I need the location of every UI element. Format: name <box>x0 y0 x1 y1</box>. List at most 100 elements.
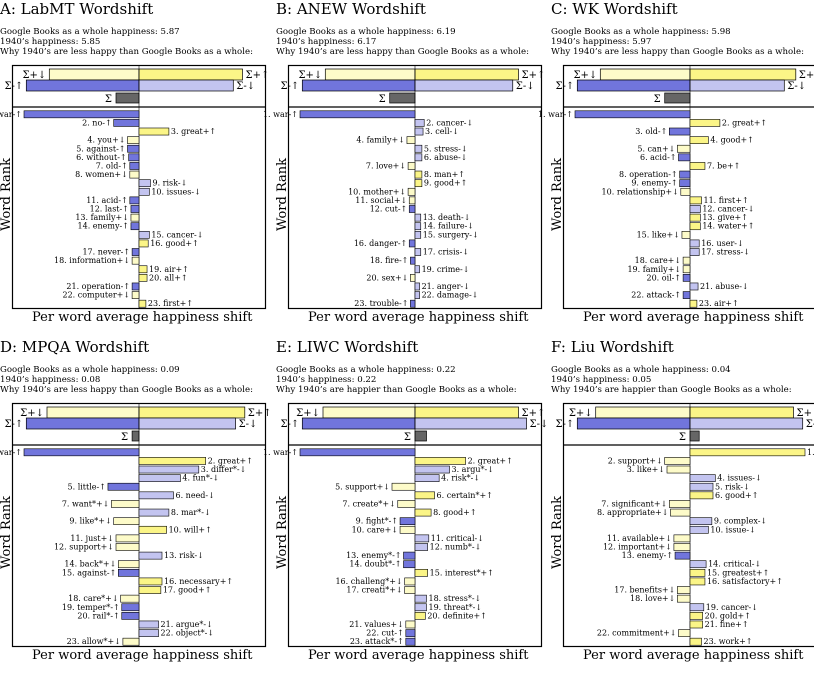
summary-label-total: Σ <box>679 432 686 443</box>
word-bar <box>673 534 691 543</box>
word-label: 4. risk*-↓ <box>441 474 480 483</box>
word-label: 12. cut-↑ <box>370 205 408 214</box>
word-label: 23. work+↑ <box>704 637 753 646</box>
word-label: 6. good+↑ <box>715 491 758 500</box>
y-axis-label: Word Rank <box>550 495 565 569</box>
word-label: 3. great+↑ <box>171 127 216 136</box>
word-bar <box>118 560 140 569</box>
word-label: 9. like*+↓ <box>69 517 111 526</box>
word-label: 22. cut-↑ <box>366 629 404 638</box>
word-bar <box>414 491 435 500</box>
word-label: 21. anger-↓ <box>422 282 470 291</box>
word-bar <box>689 517 713 526</box>
word-label: 9. risk-↓ <box>153 179 188 188</box>
x-axis-label: Per word average happiness shift <box>583 648 804 663</box>
wordshift-plot: Σ+↓ Σ+↑ Σ-↑ Σ-↓ Σ 1. war-↑ 2. great+↑ 3. old-↑ 4… <box>538 64 814 310</box>
word-bar <box>403 560 416 569</box>
summary-line: Google Books as a whole happiness: 5.98 <box>551 27 731 37</box>
word-bar <box>138 230 150 239</box>
panel-title: D: MPQA Wordshift <box>0 338 150 356</box>
word-bar <box>689 282 699 291</box>
word-bar <box>680 187 691 196</box>
word-bar <box>678 629 691 637</box>
word-label: 5. risk-↓ <box>715 482 750 491</box>
wordshift-panel-d: D: MPQA Wordshift Google Books as a whole… <box>0 338 272 670</box>
word-label: 23. first+↑ <box>148 299 193 308</box>
word-bar <box>682 265 691 274</box>
word-bar <box>130 213 140 222</box>
word-bar <box>138 127 170 136</box>
word-bar <box>689 213 701 222</box>
summary-bar-total <box>664 92 691 104</box>
word-label: 14. doubt*-↑ <box>349 560 401 569</box>
word-bar <box>682 256 691 265</box>
word-label: 1. war-↑ <box>263 448 298 457</box>
word-bar <box>408 196 416 205</box>
wordshift-panel-f: F: Liu Wordshift Google Books as a whole … <box>550 338 814 670</box>
word-label: 16. user-↓ <box>701 239 744 248</box>
summary-bar-pos-up <box>138 406 246 419</box>
word-label: 18. care*+↓ <box>68 594 118 603</box>
summary-line: Why 1940’s are less happy than Google Bo… <box>551 47 804 57</box>
word-bar <box>414 568 428 577</box>
word-bar <box>414 543 428 551</box>
summary-line: 1940’s happiness: 5.85 <box>0 37 101 47</box>
word-bar <box>113 517 140 526</box>
word-label: 17. benefits+↓ <box>614 586 675 595</box>
y-axis-label: Word Rank <box>0 495 14 569</box>
word-bar <box>131 248 140 256</box>
word-bar <box>138 474 181 482</box>
summary-bar-neg-up <box>301 417 416 430</box>
word-label: 2. great+↑ <box>468 456 513 465</box>
summary-bar-neg-down <box>689 417 804 430</box>
summary-label-neg-down: Σ-↓ <box>530 419 549 430</box>
summary-label-total: Σ <box>404 432 411 443</box>
summary-bar-total <box>115 92 140 104</box>
word-bar <box>414 457 466 465</box>
word-label: 11. first+↑ <box>704 196 749 205</box>
summary-bar-pos-down <box>322 406 416 419</box>
word-label: 4. you+↓ <box>87 136 125 145</box>
word-label: 8. appropriate+↓ <box>597 508 668 517</box>
word-label: 15. surgery-↓ <box>423 230 479 239</box>
word-label: 16. necessary+↑ <box>164 577 233 586</box>
word-bar <box>138 465 200 474</box>
y-axis-label: Word Rank <box>275 495 290 569</box>
summary-label-neg-up: Σ-↑ <box>555 419 574 430</box>
word-label: 6. need-↓ <box>176 491 215 500</box>
word-label: 22. computer+↓ <box>62 291 130 300</box>
word-bar <box>689 577 706 586</box>
word-bar <box>414 282 420 291</box>
word-bars: 1. war-↑ 2. great+↑3. differ*-↓4. fun*-↓ 5… <box>0 448 253 646</box>
word-bar <box>689 612 703 620</box>
wordshift-panel-a: A: LabMT Wordshift Google Books as a whol… <box>0 0 270 332</box>
word-bar <box>138 551 163 560</box>
word-bar <box>403 551 416 560</box>
word-bar <box>23 448 140 457</box>
summary-bar-neg-down <box>414 417 527 430</box>
word-label: 7. significant+↓ <box>601 499 667 508</box>
summary-bars: Σ+↓ Σ+↑ Σ-↑ Σ-↓ Σ <box>4 406 272 443</box>
summary-line: Why 1940’s are less happy than Google Bo… <box>276 47 529 57</box>
word-bar <box>681 230 691 239</box>
summary-label-pos-up: Σ+↑ <box>799 70 814 81</box>
word-label: 7. love+↓ <box>366 161 406 170</box>
word-label: 11. social+↓ <box>355 196 407 205</box>
word-bar <box>414 144 423 153</box>
word-bar <box>408 239 416 248</box>
wordshift-plot: Σ+↓ Σ+↑ Σ-↑ Σ-↓ Σ 1. war-↑ 2. great+↑ 3. argu*-… <box>263 402 548 648</box>
word-label: 11. acid-↑ <box>86 196 128 205</box>
word-bars: 1. great+↑ 2. support+↓3. like+↓ 4. issues… <box>597 448 814 646</box>
summary-label-pos-down: Σ+↓ <box>296 408 320 419</box>
word-label: 16. satisfactory+↑ <box>707 577 783 586</box>
word-bar <box>689 205 701 213</box>
word-label: 21. fine+↑ <box>705 620 749 629</box>
word-label: 16. challeng*+↓ <box>335 577 402 586</box>
word-bar <box>129 196 140 205</box>
wordshift-chart-svg: Σ+↓ Σ+↑ Σ-↑ Σ-↓ Σ 1. war-↑ 2. no-↑ 3. great+↑ 4.… <box>0 64 269 310</box>
word-bar <box>121 612 140 620</box>
word-bars: 1. war-↑ 2. great+↑3. argu*-↓4. risk*-↓ 5.… <box>263 448 513 646</box>
word-bar <box>414 265 420 274</box>
summary-bar-pos-down <box>599 68 691 81</box>
summary-label-total: Σ <box>121 432 128 443</box>
